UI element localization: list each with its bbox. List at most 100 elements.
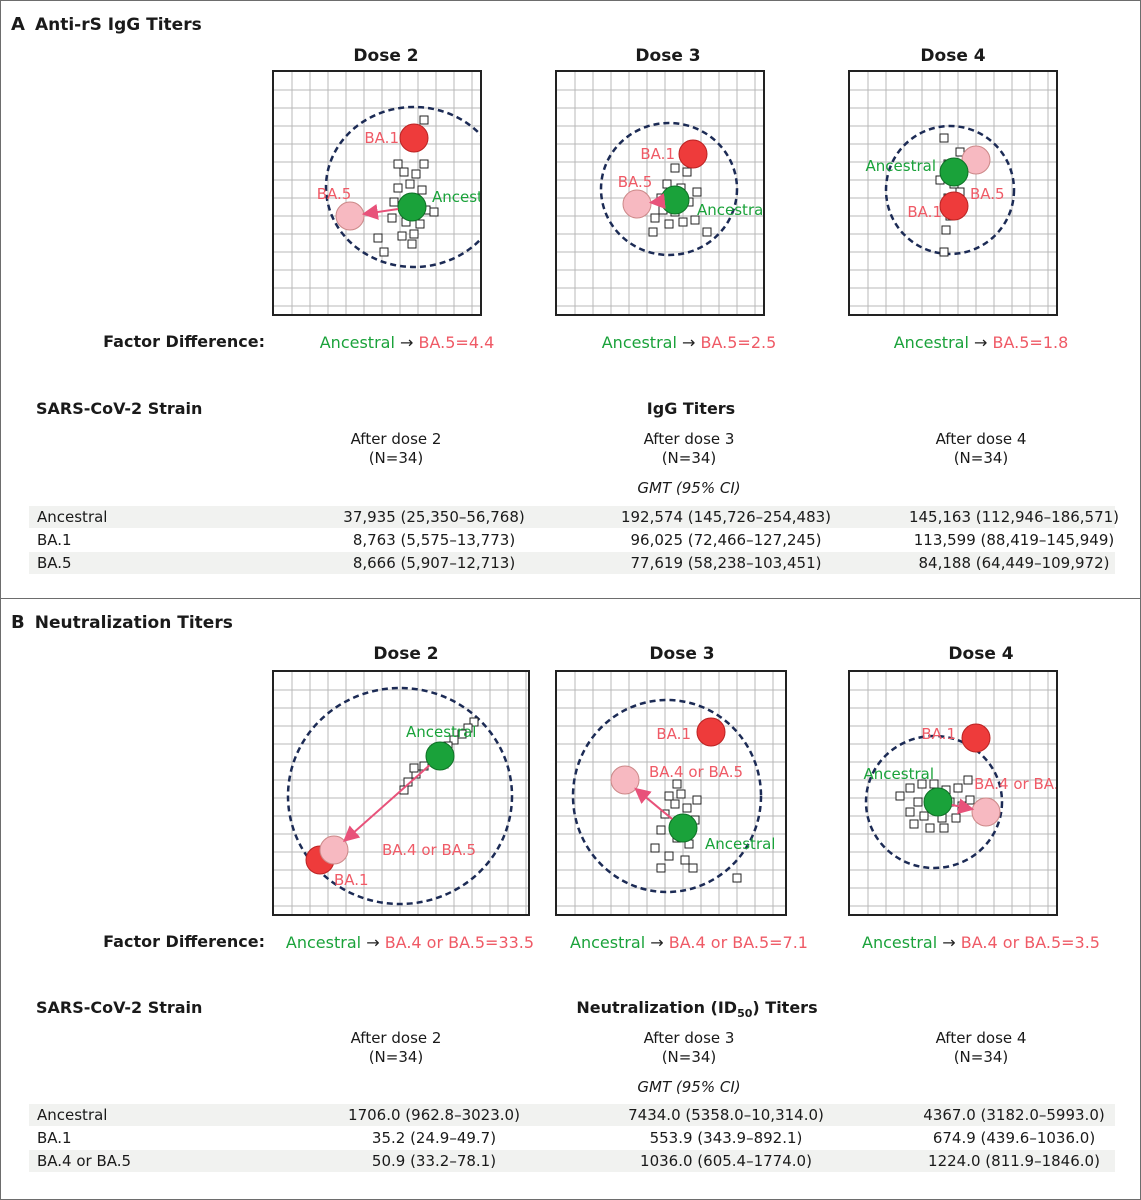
dose-title-2: Dose 2 xyxy=(373,644,439,664)
row-value: 77,619 (58,238–103,451) xyxy=(630,554,822,572)
serum-point xyxy=(656,825,666,835)
serum-point xyxy=(393,183,403,193)
serum-point xyxy=(678,217,688,227)
serum-point xyxy=(682,167,692,177)
factor-difference-dose-3: Ancestral → BA.4 or BA.5=7.1 xyxy=(549,933,829,952)
serum-point xyxy=(939,133,949,143)
row-value: 84,188 (64,449–109,972) xyxy=(918,554,1110,572)
antigen-ba1 xyxy=(696,717,726,747)
factor-to: BA.4 or BA.5=33.5 xyxy=(384,933,535,952)
label-ba1: BA.1 xyxy=(921,725,956,743)
table-row: BA.1 35.2 (24.9–49.7) 553.9 (343.9–892.1… xyxy=(29,1127,1115,1149)
row-value: 50.9 (33.2–78.1) xyxy=(371,1152,497,1170)
factor-difference-label: Factor Difference: xyxy=(103,332,265,351)
titer-header-main: Neutralization (ID xyxy=(576,998,738,1017)
row-value: 35.2 (24.9–49.7) xyxy=(371,1129,497,1147)
antigen-ba5 xyxy=(319,835,349,865)
serum-point xyxy=(373,233,383,243)
serum-point xyxy=(702,227,712,237)
row-value: 1036.0 (605.4–1774.0) xyxy=(640,1152,812,1170)
panel-b-neutralization-titers: B Neutralization Titers Dose 2 Dose 3 Dos… xyxy=(0,598,1141,1200)
serum-point xyxy=(905,783,915,793)
serum-point xyxy=(919,811,929,821)
boundary-circle xyxy=(286,686,514,906)
serum-point xyxy=(399,167,409,177)
antigen-ancestral xyxy=(660,185,690,215)
row-value: 145,163 (112,946–186,571) xyxy=(908,508,1120,526)
label-ba5: BA.4 or BA.5 xyxy=(649,763,743,781)
table-row: BA.1 8,763 (5,575–13,773) 96,025 (72,466… xyxy=(29,529,1115,551)
serum-point xyxy=(415,219,425,229)
serum-point xyxy=(895,791,905,801)
serum-point xyxy=(469,717,479,727)
serum-point xyxy=(909,819,919,829)
serum-point xyxy=(941,225,951,235)
row-value: 553.9 (343.9–892.1) xyxy=(649,1129,803,1147)
antigen-ancestral xyxy=(397,192,427,222)
factor-from: Ancestral xyxy=(862,933,938,952)
column-label: After dose 2 xyxy=(350,1029,442,1047)
serum-point xyxy=(387,213,397,223)
shift-arrow xyxy=(634,787,673,820)
label-ba1: BA.1 xyxy=(907,203,942,221)
serum-point xyxy=(939,247,949,257)
right-arrow-icon: → xyxy=(682,333,696,352)
row-value: 674.9 (439.6–1036.0) xyxy=(932,1129,1096,1147)
factor-from: Ancestral xyxy=(285,933,362,952)
right-arrow-icon: → xyxy=(942,933,956,952)
column-header-dose-2: After dose 2 (N=34) xyxy=(286,430,506,468)
shift-arrow xyxy=(342,764,431,843)
right-arrow-icon: → xyxy=(650,933,664,952)
column-label: After dose 4 xyxy=(935,430,1027,448)
row-strain: Ancestral xyxy=(37,1106,108,1124)
boundary-circle xyxy=(884,124,1016,256)
antigen-ancestral xyxy=(939,157,969,187)
factor-difference-dose-4: Ancestral → BA.4 or BA.5=3.5 xyxy=(841,933,1121,952)
serum-point xyxy=(690,215,700,225)
row-strain: BA.5 xyxy=(37,554,72,572)
panel-a-igg-titers: A Anti-rS IgG Titers Dose 2 Dose 3 Dose 4… xyxy=(0,0,1141,599)
antigen-ba1 xyxy=(961,723,991,753)
column-n: (N=34) xyxy=(661,1048,717,1066)
dose-title-4: Dose 4 xyxy=(920,46,986,66)
serum-point xyxy=(925,823,935,833)
row-value: 1706.0 (962.8–3023.0) xyxy=(348,1106,520,1124)
right-arrow-icon: → xyxy=(400,333,414,352)
serum-point xyxy=(692,187,702,197)
column-n: (N=34) xyxy=(368,1048,424,1066)
label-ancestral: Ancestral xyxy=(432,188,480,206)
serum-point xyxy=(732,873,742,883)
gmt-unit: GMT (95% CI) xyxy=(637,479,741,497)
dose-title-3: Dose 3 xyxy=(635,46,701,66)
serum-point xyxy=(389,197,399,207)
serum-point xyxy=(672,779,682,789)
antigenic-map-svg: BA.1 BA.5 Ancestral xyxy=(274,72,480,314)
column-label: After dose 3 xyxy=(643,1029,735,1047)
row-value: 37,935 (25,350–56,768) xyxy=(343,508,525,526)
row-value: 7434.0 (5358.0–10,314.0) xyxy=(628,1106,824,1124)
antigenic-map: BA.1 BA.5 Ancestral xyxy=(848,70,1058,316)
serum-point xyxy=(457,729,467,739)
serum-point xyxy=(417,185,427,195)
label-ba5: BA.5 xyxy=(970,185,1005,203)
serum-point xyxy=(419,115,429,125)
serum-point xyxy=(670,799,680,809)
antigenic-map: BA.1 BA.5 Ancestral xyxy=(272,70,482,316)
right-arrow-icon: → xyxy=(366,933,380,952)
serum-point xyxy=(670,163,680,173)
panel-a-title: A Anti-rS IgG Titers xyxy=(11,14,202,35)
serum-point xyxy=(648,227,658,237)
factor-difference-dose-3: Ancestral → BA.5=2.5 xyxy=(549,333,829,352)
titer-header-sub: 50 xyxy=(737,1007,753,1021)
factor-from: Ancestral xyxy=(893,333,969,352)
row-value: 113,599 (88,419–145,949) xyxy=(913,531,1115,549)
label-ancestral: Ancestral xyxy=(866,157,936,175)
panel-title-text: Neutralization Titers xyxy=(34,613,233,633)
antigen-ba1 xyxy=(678,139,708,169)
serum-point xyxy=(965,795,975,805)
serum-point xyxy=(692,795,702,805)
antigenic-map-svg: BA.1 BA.5 Ancestral xyxy=(850,72,1056,314)
serum-point xyxy=(407,239,417,249)
label-ba1: BA.1 xyxy=(334,871,369,889)
serum-point xyxy=(688,863,698,873)
